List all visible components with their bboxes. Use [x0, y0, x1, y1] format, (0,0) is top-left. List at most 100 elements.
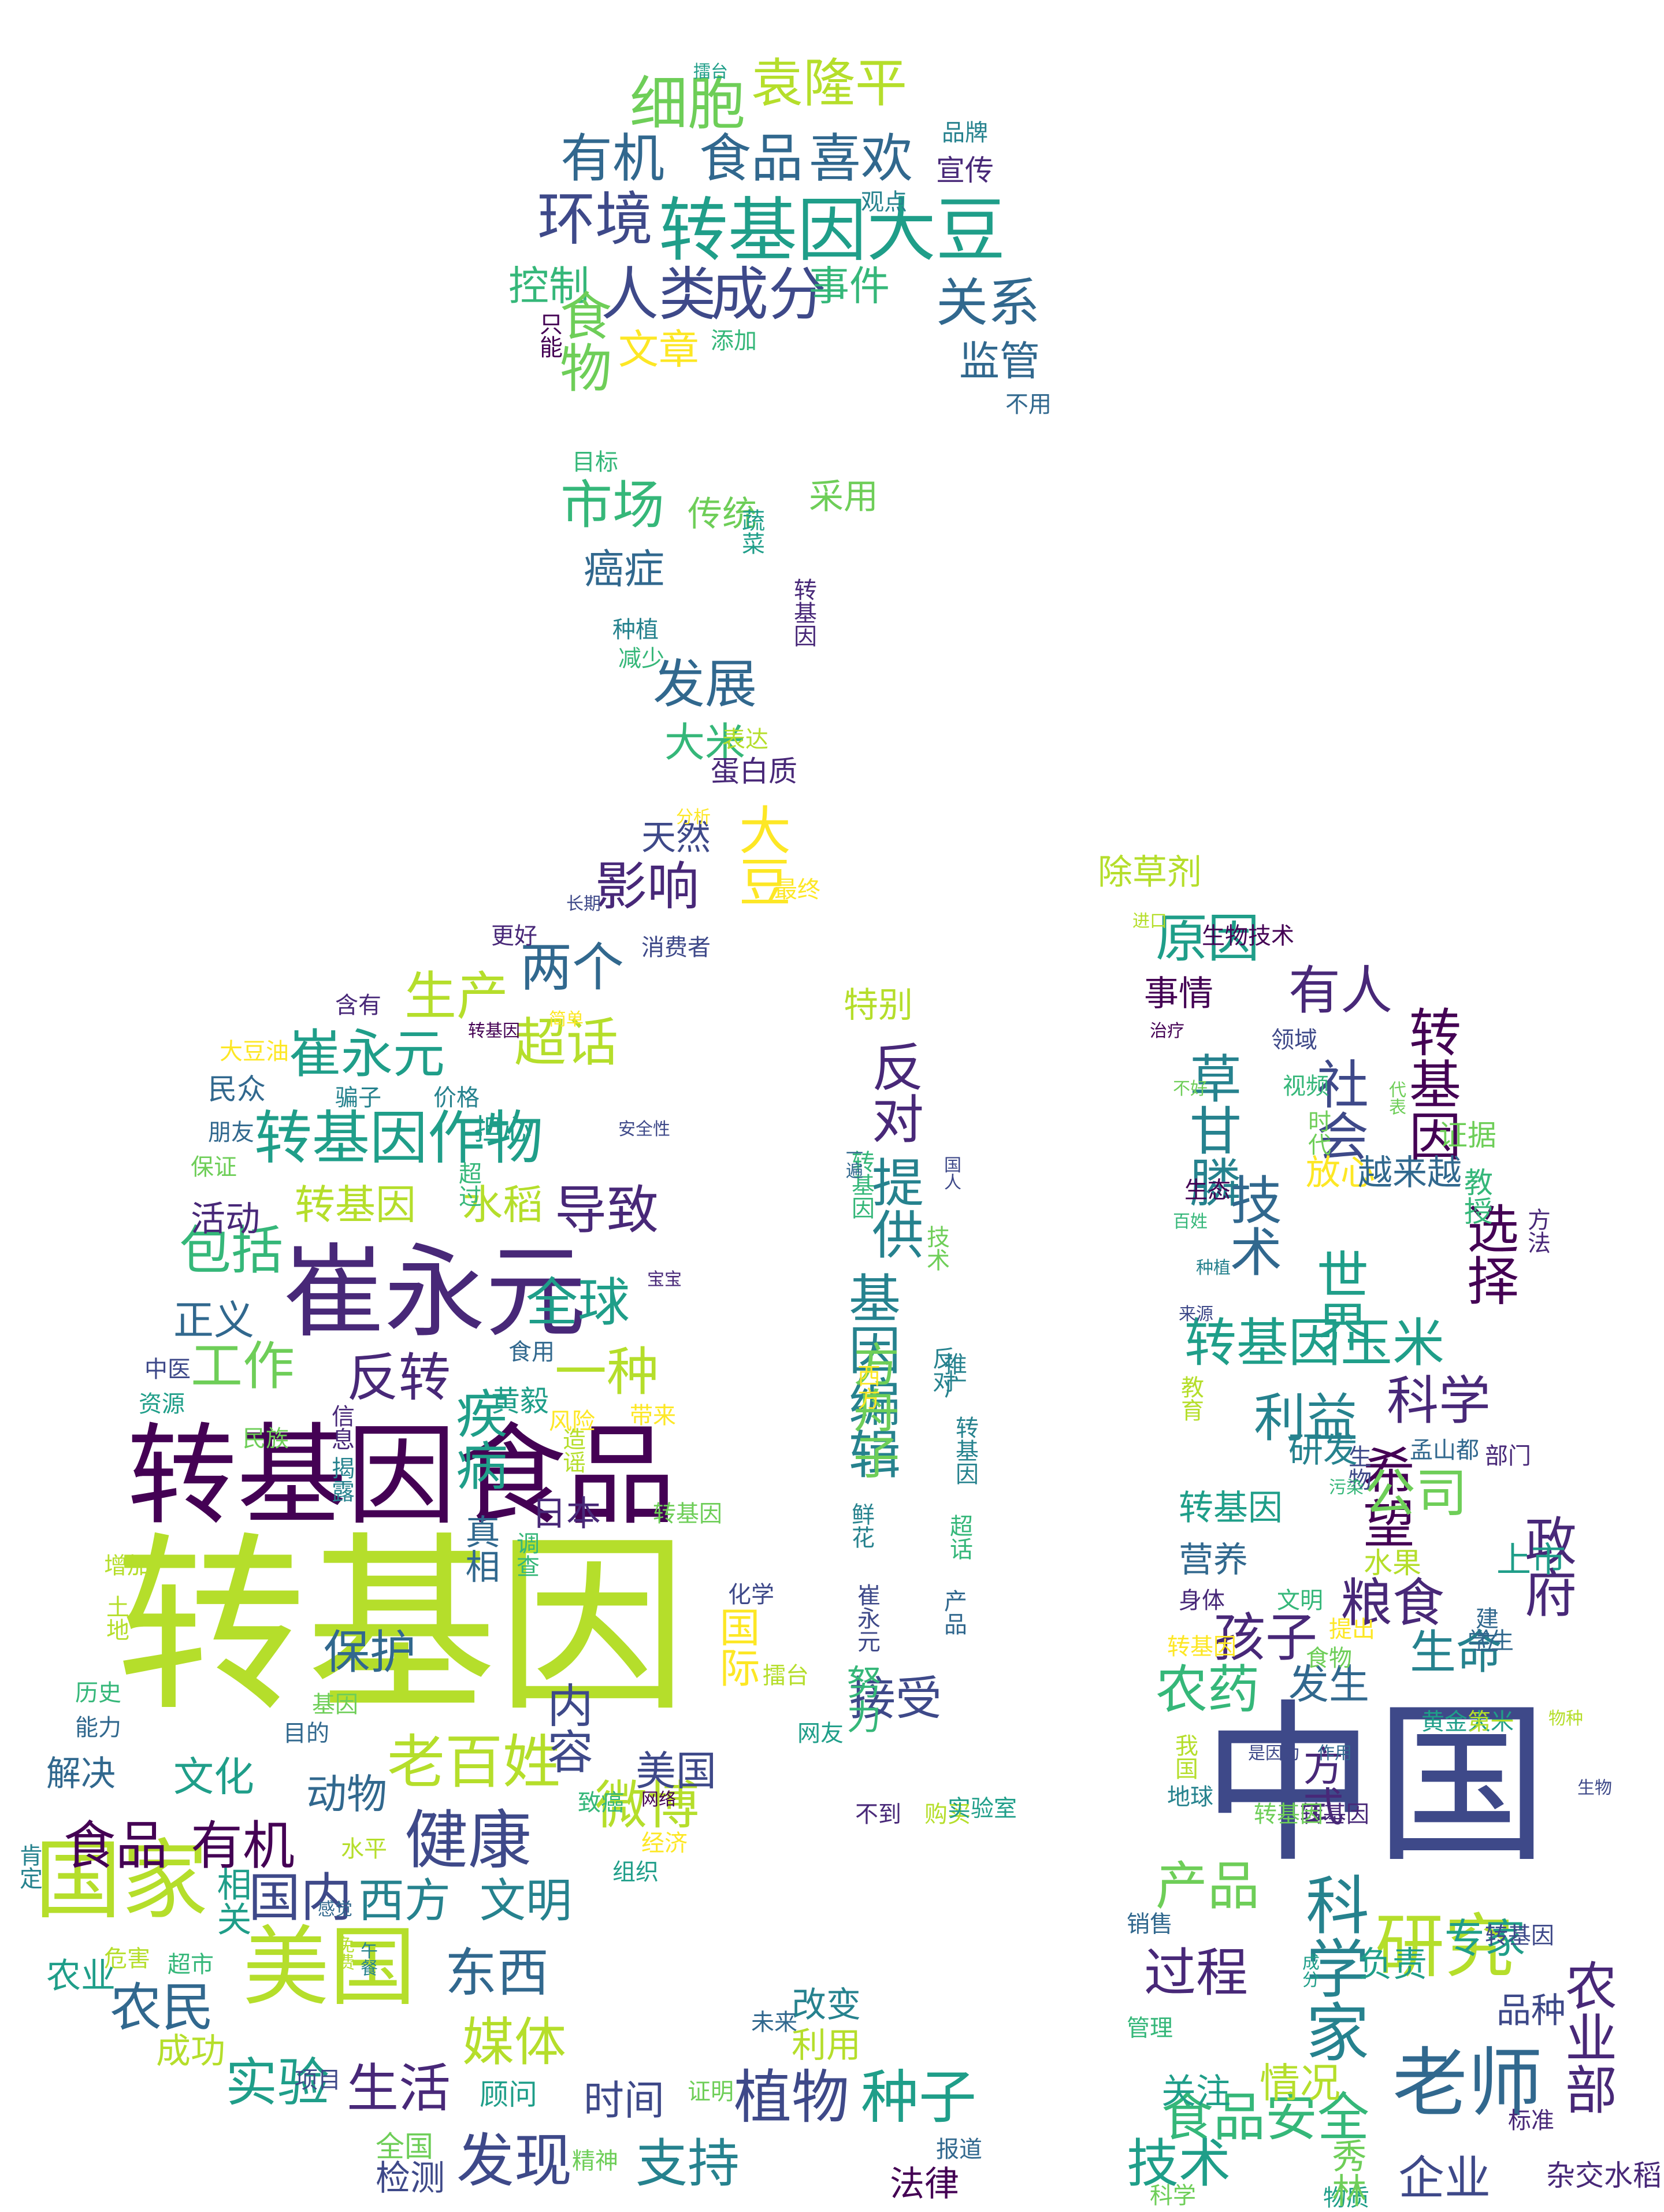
- cloud-word: 超过: [455, 1161, 481, 1208]
- cloud-word: 生物技术: [1202, 923, 1294, 949]
- cloud-word: 老师: [1392, 2039, 1543, 2127]
- cloud-word: 媒体: [462, 2012, 566, 2073]
- cloud-word: 方舟子: [846, 1341, 900, 1479]
- cloud-word: 传统: [688, 494, 757, 535]
- cloud-word: 上市: [1496, 1540, 1566, 1580]
- cloud-word: 采用: [809, 477, 878, 517]
- cloud-word: 地球: [1167, 1784, 1213, 1810]
- cloud-word: 美国: [243, 1917, 417, 2018]
- cloud-word: 时代: [1304, 1109, 1331, 1156]
- cloud-word: 午餐: [357, 1942, 377, 1976]
- cloud-word: 转基因: [116, 1516, 688, 1738]
- cloud-word: 细胞: [630, 70, 745, 138]
- cloud-word: 监管: [959, 337, 1040, 385]
- cloud-word: 教育: [1177, 1375, 1204, 1422]
- cloud-word: 文明: [480, 1874, 572, 1928]
- cloud-word: 活动: [191, 1199, 260, 1239]
- cloud-word: 揭露: [328, 1456, 354, 1502]
- cloud-word: 转基因: [1254, 1801, 1323, 1828]
- cloud-word: 转基因: [468, 1021, 520, 1041]
- cloud-word: 关系: [936, 273, 1040, 333]
- cloud-word: 文章: [618, 326, 699, 373]
- cloud-word: 反转: [347, 1348, 451, 1408]
- cloud-word: 水稻: [462, 1181, 543, 1229]
- cloud-word: 调查: [512, 1531, 539, 1578]
- cloud-word: 成分: [711, 261, 826, 328]
- cloud-word: 西方: [358, 1874, 451, 1928]
- cloud-word: 孩子: [1213, 1608, 1317, 1668]
- cloud-word: 技术: [923, 1225, 949, 1271]
- cloud-word: 含有: [335, 992, 381, 1019]
- cloud-word: 超市: [168, 1951, 214, 1978]
- cloud-word: 关注: [1161, 2072, 1231, 2112]
- cloud-word: 组织: [612, 1859, 659, 1886]
- cloud-word: 科学家: [1295, 1872, 1369, 2063]
- cloud-word: 全国: [376, 2130, 433, 2163]
- cloud-word: 环境: [537, 185, 653, 253]
- cloud-word: 包括: [179, 1220, 283, 1281]
- cloud-word: 目的: [283, 1720, 329, 1747]
- cloud-word: 种植: [1196, 1258, 1231, 1278]
- cloud-word: 成分: [1299, 1953, 1319, 1988]
- cloud-word: 黄金大米: [1421, 1709, 1514, 1735]
- cloud-word: 农民: [110, 1977, 214, 2038]
- cloud-word: 生物: [1344, 1445, 1371, 1491]
- cloud-word: 生产: [404, 966, 508, 1027]
- cloud-word: 大米: [664, 719, 745, 766]
- cloud-word: 文明: [1277, 1587, 1323, 1614]
- cloud-word: 癌症: [584, 545, 664, 593]
- cloud-word: 消费者: [641, 934, 711, 961]
- cloud-word: 大豆油: [220, 1038, 289, 1065]
- cloud-word: 国内: [248, 1868, 352, 1928]
- cloud-word: 历史: [75, 1680, 121, 1706]
- cloud-word: 动物: [306, 1771, 387, 1818]
- cloud-word: 正义: [173, 1297, 254, 1344]
- cloud-word: 治疗: [1150, 1021, 1184, 1041]
- cloud-word: 转基因: [848, 1150, 874, 1219]
- cloud-word: 越来越: [1358, 1153, 1462, 1193]
- cloud-word: 朋友: [208, 1119, 254, 1146]
- cloud-word: 致癌: [578, 1790, 624, 1816]
- cloud-word: 老百姓: [387, 1728, 560, 1796]
- cloud-word: 国人: [941, 1156, 961, 1190]
- cloud-word: 农业: [46, 1956, 116, 1996]
- cloud-word: 转基因作物: [254, 1104, 543, 1172]
- cloud-word: 黄毅: [491, 1385, 549, 1418]
- cloud-word: 工作: [191, 1336, 295, 1397]
- cloud-word: 企业: [1398, 2151, 1491, 2205]
- cloud-word: 视频: [1283, 1073, 1329, 1100]
- cloud-word: 转基因食品: [127, 1412, 677, 1540]
- cloud-word: 相关: [211, 1866, 251, 1936]
- cloud-word: 转基因: [1400, 1005, 1461, 1161]
- cloud-word: 鲜花: [848, 1502, 874, 1549]
- cloud-word: 生物: [1577, 1778, 1612, 1798]
- cloud-word: 提供: [863, 1156, 923, 1260]
- cloud-word: 肯定: [16, 1843, 42, 1890]
- cloud-word: 时间: [584, 2077, 664, 2124]
- cloud-word: 袁隆平: [751, 53, 907, 114]
- cloud-word: 两个: [520, 937, 624, 998]
- cloud-word: 民族: [243, 1426, 289, 1452]
- cloud-word: 能力: [75, 1714, 121, 1741]
- cloud-word: 事件: [809, 262, 890, 310]
- cloud-word: 蛋白质: [711, 755, 797, 788]
- cloud-word: 社会: [1308, 1057, 1368, 1161]
- cloud-word: 基因编辑: [840, 1271, 900, 1479]
- cloud-word: 是因为: [1248, 1743, 1300, 1764]
- cloud-word: 美国: [636, 1747, 716, 1795]
- cloud-word: 负责: [1358, 1944, 1427, 1985]
- cloud-word: 转基因玉米: [1184, 1313, 1444, 1374]
- cloud-word: 食品安全: [1161, 2087, 1369, 2148]
- cloud-word: 利用: [792, 2025, 861, 2066]
- cloud-word: 推广: [940, 1352, 967, 1398]
- cloud-word: 接受: [849, 1672, 942, 1725]
- cloud-word: 基因: [312, 1691, 358, 1718]
- cloud-word: 更好: [491, 923, 537, 949]
- cloud-word: 孟山都: [1410, 1437, 1479, 1464]
- cloud-word: 不用: [1005, 391, 1052, 418]
- cloud-word: 支持: [636, 2133, 740, 2194]
- cloud-word: 有机: [560, 128, 664, 189]
- cloud-word: 提出: [1329, 1616, 1375, 1643]
- cloud-word: 网络: [641, 1790, 676, 1810]
